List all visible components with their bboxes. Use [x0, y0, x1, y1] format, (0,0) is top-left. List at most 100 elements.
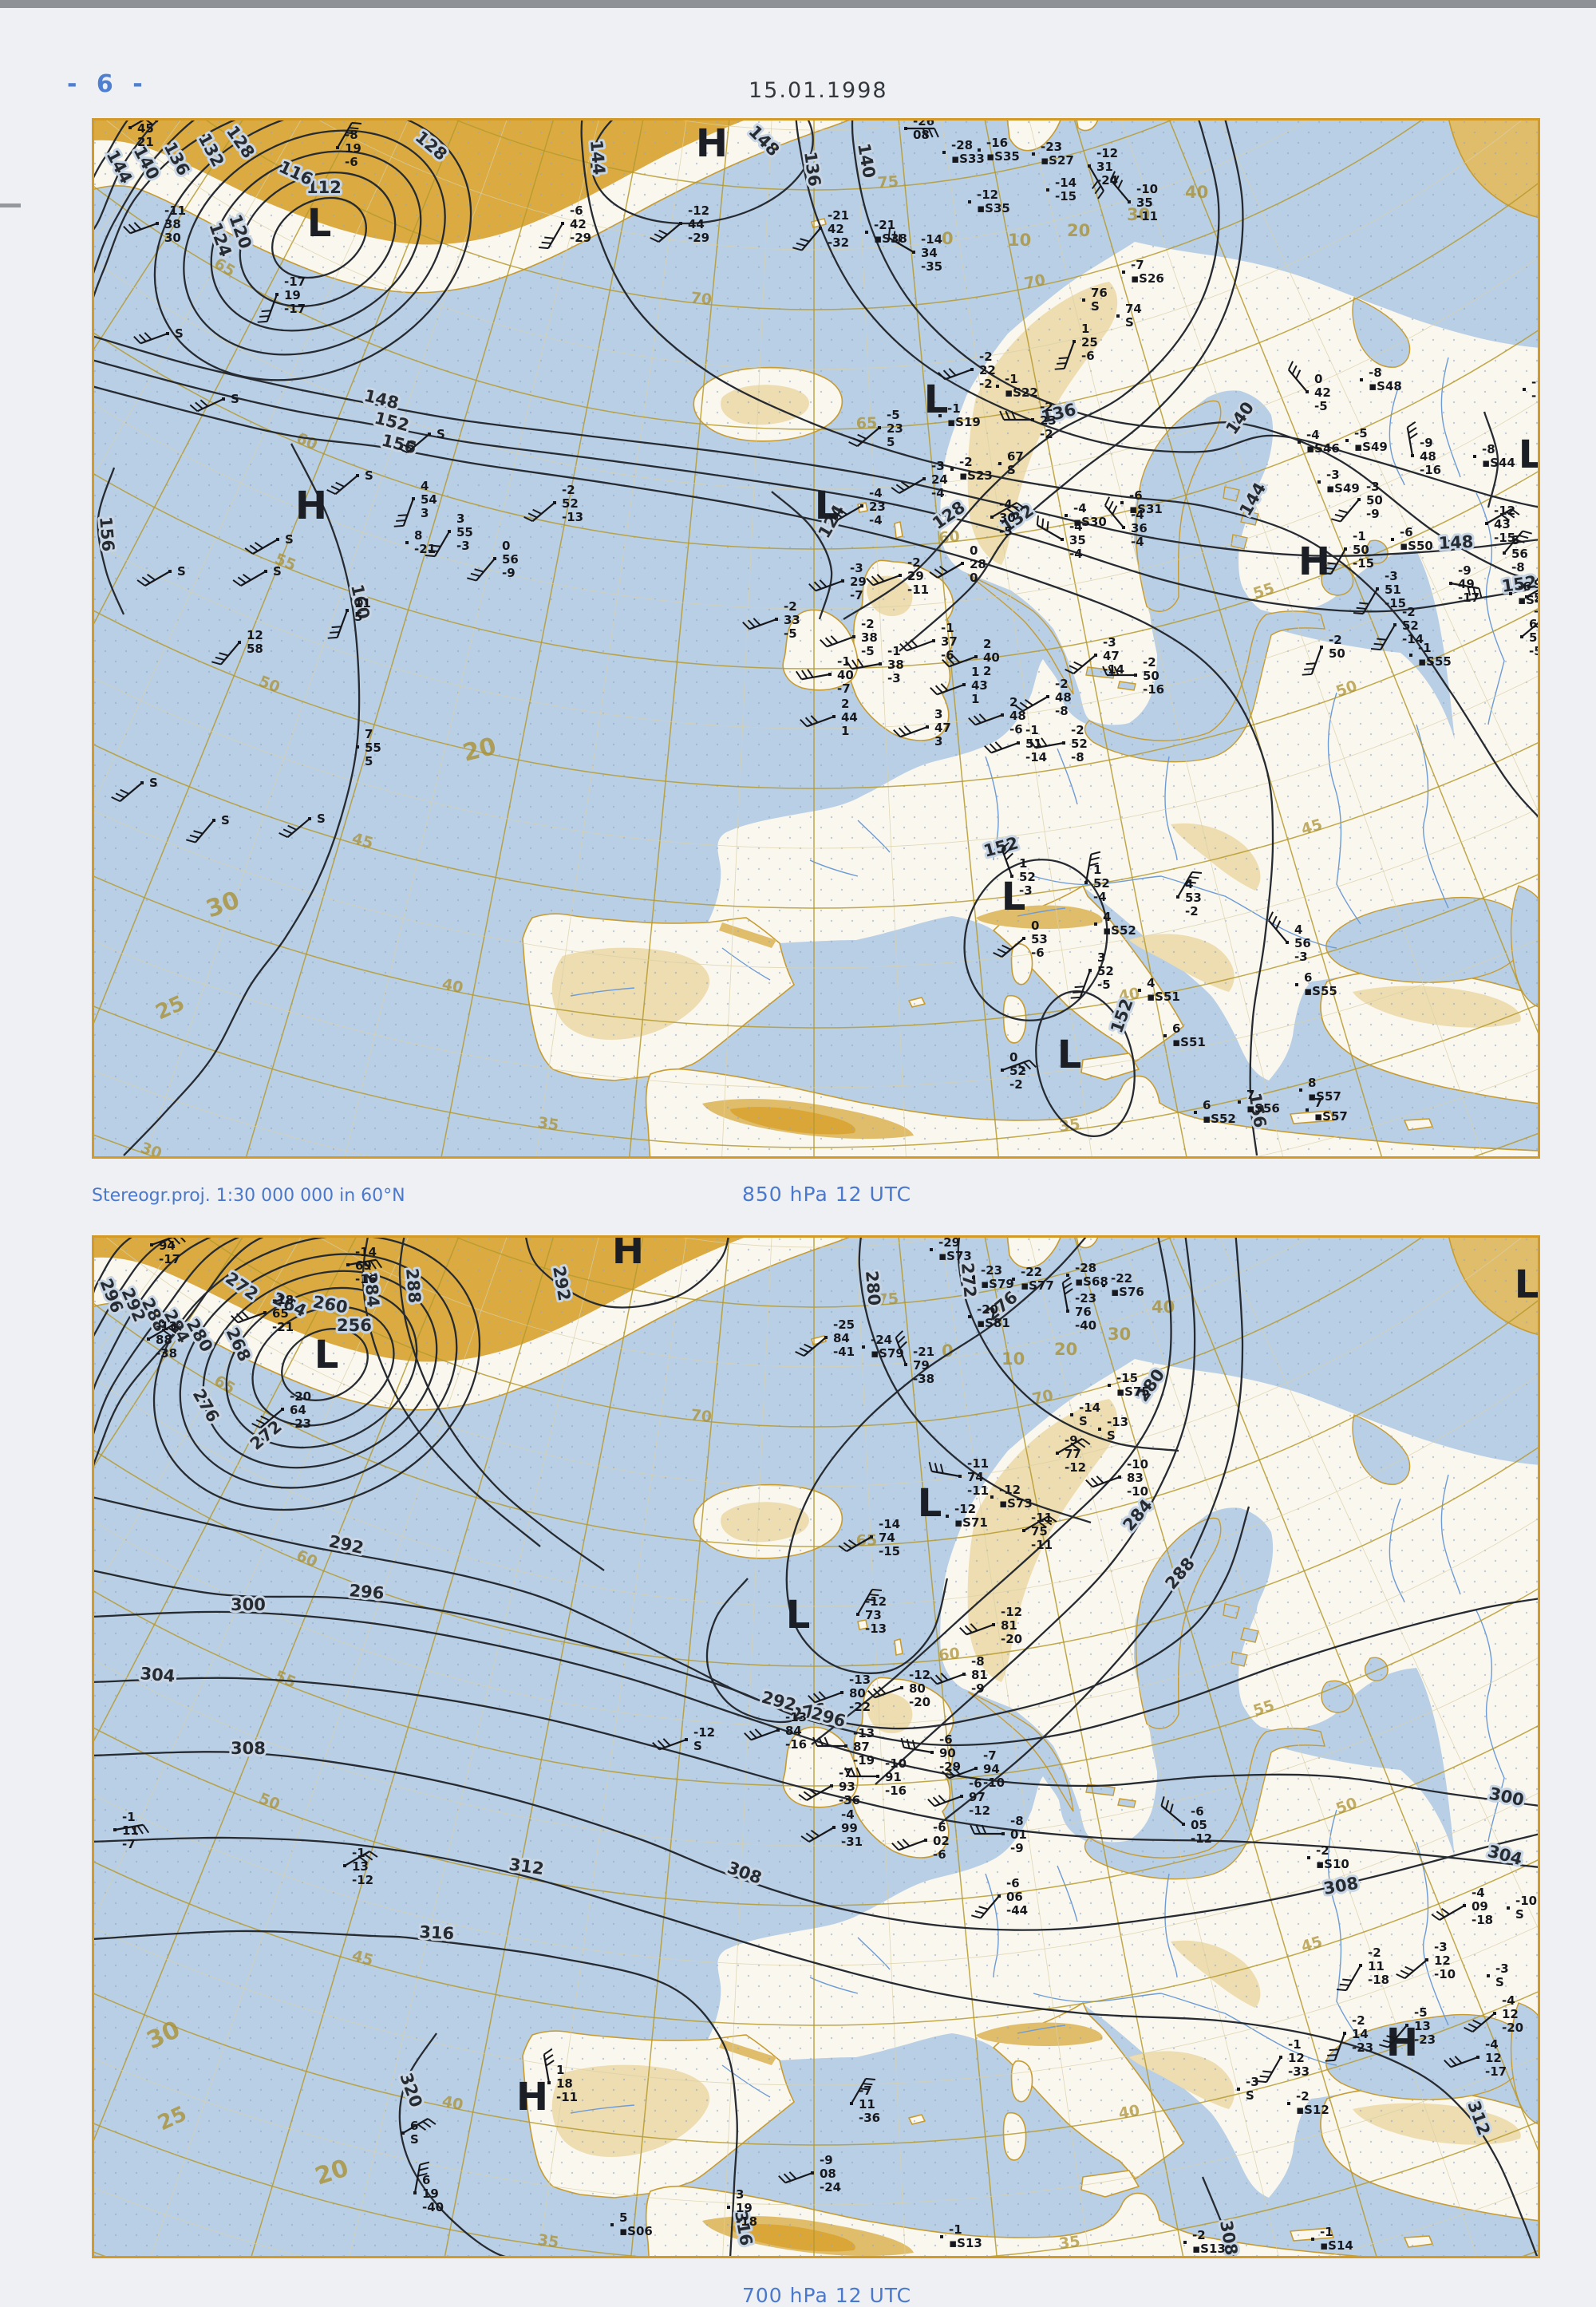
- station-value: 75: [1031, 1524, 1048, 1539]
- station-plot: -908-24: [778, 2153, 841, 2194]
- station-value: -22: [1111, 1271, 1132, 1286]
- station-value: 38: [164, 217, 181, 231]
- isohypse-label: 316: [419, 1922, 455, 1943]
- meridian: [92, 118, 460, 1029]
- station-plot: -3S: [1487, 1961, 1509, 1989]
- station-value: 56: [1511, 547, 1528, 561]
- station-value: -21: [272, 1320, 294, 1334]
- wind-barb: [784, 2171, 813, 2184]
- station-value: S: [175, 326, 184, 341]
- wind-barb: [119, 782, 143, 802]
- station-value: -40: [422, 2200, 444, 2214]
- isohypse-128: [153, 118, 472, 381]
- station-plot: -111-7: [113, 1810, 150, 1851]
- station-value: S: [1495, 1975, 1504, 1989]
- station-value: -6: [1518, 579, 1531, 594]
- station-value: 19: [736, 2201, 753, 2215]
- stipple-dots: [92, 1235, 1540, 2258]
- station-value: 48: [1420, 449, 1436, 464]
- station-value: -21: [874, 218, 895, 232]
- station-value: S: [1246, 2088, 1254, 2103]
- station-value: 30: [164, 231, 181, 245]
- isohypse-280: [858, 1235, 1092, 1524]
- chart-date: 15.01.1998: [749, 78, 888, 103]
- isohypse-label: 308: [231, 1739, 266, 1758]
- station-value: S: [221, 813, 230, 828]
- wind-barb: [931, 1470, 961, 1478]
- meridian: [855, 1235, 906, 2258]
- station-value: 91: [885, 1770, 902, 1784]
- station-value: ▪S73: [999, 1496, 1033, 1511]
- latitude-label: 40: [440, 975, 464, 997]
- station-value: ▪S49: [1326, 481, 1360, 496]
- station-value: -3: [1366, 480, 1380, 494]
- station-value: 69: [355, 1258, 372, 1273]
- station-plot: -312-10: [1396, 1940, 1456, 1981]
- meridian: [149, 1235, 508, 2258]
- station-value: 9: [1534, 577, 1540, 591]
- isohypse-264: [225, 1286, 418, 1449]
- station-plot: 056-9: [467, 539, 519, 582]
- meridian: [444, 1235, 644, 2258]
- station-value: ▪S56: [1246, 1101, 1280, 1116]
- latitude-label: 65: [855, 414, 877, 433]
- isohypse-label: 256: [337, 1316, 372, 1335]
- station-value: -36: [839, 1793, 860, 1807]
- parallel: [92, 1002, 1540, 1148]
- station-value: 3: [456, 512, 464, 526]
- wind-barb: [1288, 369, 1308, 393]
- parallel: [202, 118, 1426, 310]
- station-value: -24: [871, 1333, 892, 1347]
- wind-barb: [806, 1785, 832, 1801]
- station-value: 90: [939, 1746, 956, 1760]
- wind-barb: [266, 294, 279, 322]
- wind-barb: [974, 713, 1003, 726]
- station-plot: -252-8: [1029, 723, 1088, 764]
- station-value: 2: [1009, 695, 1017, 709]
- station-value: ▪S23: [959, 468, 993, 483]
- station-value: -8: [1511, 560, 1525, 575]
- parallel: [92, 1723, 1540, 1906]
- parallel: [92, 872, 1540, 1029]
- station-value: 56: [502, 552, 519, 567]
- station-value: 11: [122, 1823, 139, 1838]
- station-value: -38: [913, 1372, 934, 1386]
- station-value: 4: [1147, 976, 1155, 990]
- station-value: -25: [833, 1317, 855, 1332]
- station-value: -15: [1385, 596, 1406, 610]
- station-value: -12: [909, 1668, 930, 1682]
- parallel: [92, 741, 1540, 909]
- station-plot: -12▪S73: [990, 1483, 1033, 1511]
- station-plot: -513-23: [1379, 2005, 1436, 2048]
- isohypse-120: [210, 150, 422, 332]
- station-value: -8: [1071, 750, 1084, 764]
- isohypse-layer: [92, 1235, 1540, 2258]
- station-value: 02: [933, 1834, 950, 1848]
- isohypse-140: [92, 118, 162, 233]
- station-value: -3: [887, 671, 901, 685]
- station-value: S: [693, 1739, 702, 1753]
- wind-barb: [347, 1258, 377, 1266]
- meridian: [440, 118, 644, 1159]
- station-value: 81: [971, 1668, 988, 1682]
- graticule-layer: [92, 118, 1540, 1159]
- station-value: 58: [247, 642, 263, 656]
- station-value: -15: [1116, 1371, 1138, 1385]
- station-plot: -112-33: [1256, 2037, 1310, 2084]
- pressure-center-H: H: [516, 2075, 548, 2119]
- station-plot: -140-7: [795, 654, 854, 696]
- station-value: -14: [1025, 750, 1047, 764]
- wind-barb: [898, 1839, 926, 1851]
- wind-barb: [148, 1324, 174, 1340]
- isohypse-116: [239, 171, 397, 308]
- station-value: -6: [1009, 722, 1023, 737]
- station-value: -2: [1296, 2089, 1310, 2104]
- station-value: -21: [414, 542, 436, 556]
- station-value: 47: [934, 721, 951, 735]
- isohypse-label: 144: [587, 139, 609, 176]
- station-value: 52: [1093, 876, 1110, 891]
- station-plot: -222-2: [938, 350, 996, 391]
